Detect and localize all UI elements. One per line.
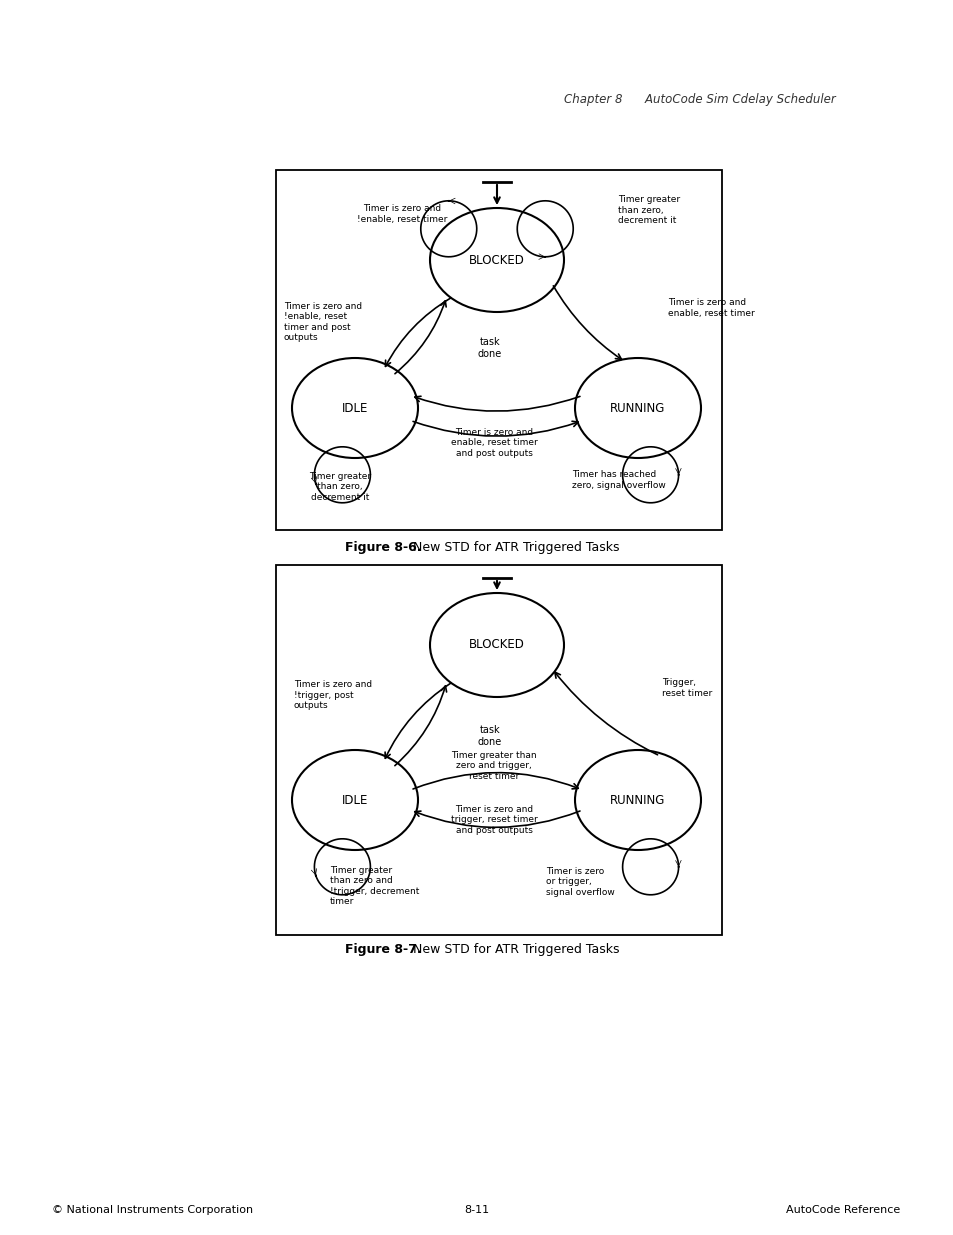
Text: Timer is zero and
!trigger, post
outputs: Timer is zero and !trigger, post outputs: [294, 680, 372, 710]
Text: New STD for ATR Triggered Tasks: New STD for ATR Triggered Tasks: [405, 541, 618, 555]
Text: Timer greater than
zero and trigger,
reset timer: Timer greater than zero and trigger, res…: [451, 751, 537, 781]
Text: IDLE: IDLE: [341, 401, 368, 415]
FancyBboxPatch shape: [275, 170, 721, 530]
Text: task
done: task done: [477, 337, 501, 359]
Text: Figure 8-7.: Figure 8-7.: [345, 944, 421, 956]
Text: Timer greater
than zero and
!trigger, decrement
timer: Timer greater than zero and !trigger, de…: [330, 866, 419, 906]
Text: Trigger,
reset timer: Trigger, reset timer: [661, 678, 712, 698]
Text: RUNNING: RUNNING: [610, 401, 665, 415]
Ellipse shape: [575, 358, 700, 458]
Text: © National Instruments Corporation: © National Instruments Corporation: [52, 1205, 253, 1215]
Ellipse shape: [292, 750, 417, 850]
Text: 8-11: 8-11: [464, 1205, 489, 1215]
Text: AutoCode Reference: AutoCode Reference: [785, 1205, 899, 1215]
Text: Timer is zero and
enable, reset timer
and post outputs: Timer is zero and enable, reset timer an…: [450, 429, 537, 458]
Ellipse shape: [292, 358, 417, 458]
FancyBboxPatch shape: [275, 564, 721, 935]
Text: Timer is zero and
!enable, reset
timer and post
outputs: Timer is zero and !enable, reset timer a…: [284, 301, 362, 342]
Ellipse shape: [430, 593, 563, 697]
Text: Timer greater
than zero,
decrement it: Timer greater than zero, decrement it: [309, 472, 371, 501]
Text: IDLE: IDLE: [341, 794, 368, 806]
Text: Timer greater
than zero,
decrement it: Timer greater than zero, decrement it: [618, 195, 679, 225]
Ellipse shape: [430, 207, 563, 312]
Text: Timer is zero and
enable, reset timer: Timer is zero and enable, reset timer: [667, 299, 754, 317]
Text: Chapter 8      AutoCode Sim Cdelay Scheduler: Chapter 8 AutoCode Sim Cdelay Scheduler: [563, 94, 835, 106]
Text: Timer is zero
or trigger,
signal overflow: Timer is zero or trigger, signal overflo…: [545, 867, 614, 897]
Text: Timer is zero and
trigger, reset timer
and post outputs: Timer is zero and trigger, reset timer a…: [450, 805, 537, 835]
Ellipse shape: [575, 750, 700, 850]
Text: BLOCKED: BLOCKED: [469, 253, 524, 267]
Text: Timer is zero and
!enable, reset timer: Timer is zero and !enable, reset timer: [356, 204, 447, 224]
Text: task
done: task done: [477, 725, 501, 747]
Text: RUNNING: RUNNING: [610, 794, 665, 806]
Text: New STD for ATR Triggered Tasks: New STD for ATR Triggered Tasks: [405, 944, 618, 956]
Text: Timer has reached
zero, signal overflow: Timer has reached zero, signal overflow: [572, 471, 665, 490]
Text: Figure 8-6.: Figure 8-6.: [345, 541, 421, 555]
Text: BLOCKED: BLOCKED: [469, 638, 524, 652]
